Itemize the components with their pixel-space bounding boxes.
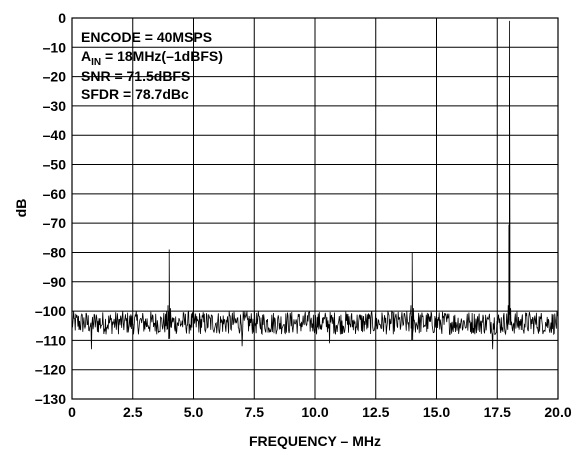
y-tick-labels: 0 –10 –20 –30 –40 –50 –60 –70 –80 –90 –100 –110 –120… xyxy=(35,10,66,407)
x-tick-label: 0 xyxy=(68,404,76,420)
y-tick-label: –80 xyxy=(43,244,67,260)
y-tick-label: –110 xyxy=(36,332,67,348)
annotation-ain: AIN = 18MHz(–1dBFS) xyxy=(81,48,223,68)
annotation-box: ENCODE = 40MSPS AIN = 18MHz(–1dBFS) SNR … xyxy=(81,29,223,102)
y-tick-label: –100 xyxy=(35,303,66,319)
y-axis-label: dB xyxy=(13,199,29,218)
spectrum-trace xyxy=(71,20,559,350)
y-tick-label: –10 xyxy=(43,39,67,55)
x-tick-labels: 0 2.5 5.0 7.5 10.0 12.5 15.0 17.5 20.0 xyxy=(68,404,572,420)
y-tick-label: –20 xyxy=(43,69,67,85)
plot-frame xyxy=(71,17,559,400)
y-tick-label: –90 xyxy=(43,274,67,290)
annotation-encode: ENCODE = 40MSPS xyxy=(81,29,212,45)
x-tick-label: 12.5 xyxy=(362,404,389,420)
x-tick-label: 17.5 xyxy=(484,404,511,420)
y-tick-label: 0 xyxy=(58,10,66,26)
annotation-snr: SNR = 71.5dBFS xyxy=(81,68,190,84)
y-tick-label: –70 xyxy=(43,215,67,231)
x-tick-label: 2.5 xyxy=(123,404,143,420)
x-tick-label: 10.0 xyxy=(301,404,328,420)
y-tick-label: –60 xyxy=(43,186,67,202)
x-tick-label: 7.5 xyxy=(245,404,265,420)
x-tick-label: 5.0 xyxy=(184,404,204,420)
x-tick-label: 20.0 xyxy=(544,404,571,420)
y-tick-label: –30 xyxy=(43,98,67,114)
x-axis-label: FREQUENCY – MHz xyxy=(249,433,381,449)
annotation-sfdr: SFDR = 78.7dBc xyxy=(81,86,189,102)
y-tick-label: –120 xyxy=(35,362,66,378)
x-tick-label: 15.0 xyxy=(423,404,450,420)
y-tick-label: –50 xyxy=(43,157,67,173)
y-tick-label: –40 xyxy=(43,127,67,143)
y-tick-label: –130 xyxy=(35,391,66,407)
